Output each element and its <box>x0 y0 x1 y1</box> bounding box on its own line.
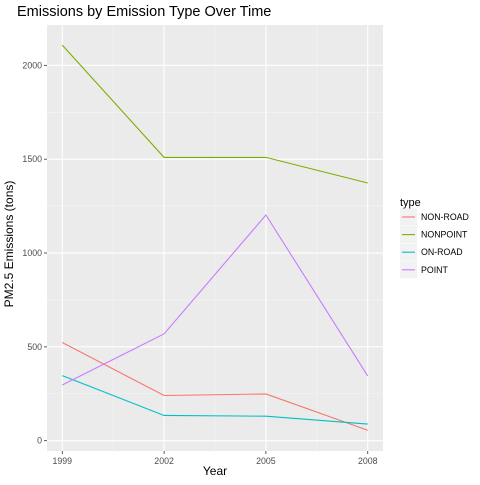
chart-title: Emissions by Emission Type Over Time <box>17 4 271 20</box>
y-axis-label: PM2.5 Emissions (tons) <box>2 181 16 308</box>
legend-title: type <box>400 197 421 209</box>
series-line-point <box>62 214 369 386</box>
x-tick-label: 2008 <box>358 456 378 466</box>
legend-label: NON-ROAD <box>421 212 469 222</box>
x-axis-label: Year <box>203 464 227 478</box>
series-line-non-road <box>62 342 368 431</box>
series-line-nonpoint <box>61 44 368 184</box>
legend: NON-ROAD NONPOINT ON-ROAD POINT <box>400 208 469 279</box>
series-line-on-road <box>62 375 368 425</box>
y-tick-label: 0 <box>37 436 42 446</box>
legend-label: POINT <box>421 265 449 275</box>
y-tick-label: 1000 <box>22 248 42 258</box>
y-tick-label: 500 <box>27 342 42 352</box>
plot-area: 0 500 1000 1500 2000 1999 2002 2005 2008 <box>22 25 383 466</box>
legend-label: ON-ROAD <box>421 247 463 257</box>
y-tick-label: 1500 <box>22 154 42 164</box>
x-tick-label: 2002 <box>154 456 174 466</box>
y-tick-label: 2000 <box>22 60 42 70</box>
x-tick-label: 1999 <box>52 456 72 466</box>
series-lines <box>61 44 369 431</box>
x-tick-label: 2005 <box>256 456 276 466</box>
legend-label: NONPOINT <box>421 230 468 240</box>
